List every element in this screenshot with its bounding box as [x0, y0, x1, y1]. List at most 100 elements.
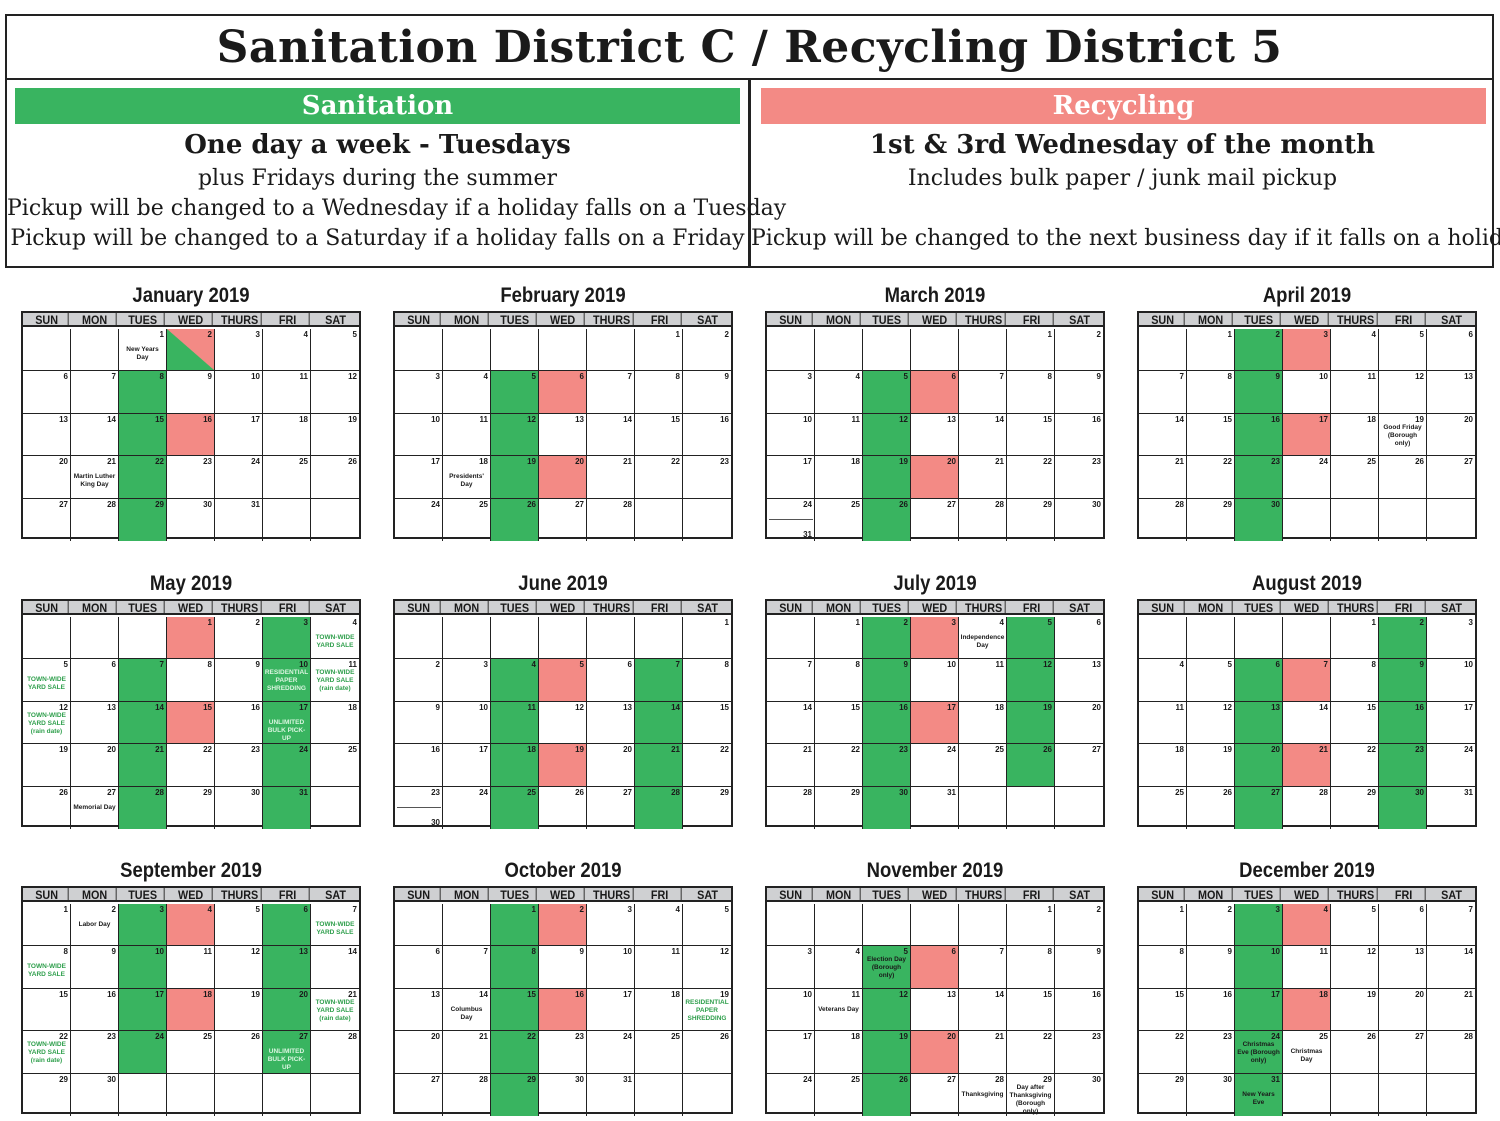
- day-cell: 18: [815, 1031, 863, 1074]
- weekday-header-row: SUN MON TUES WED THURS FRI SAT: [1139, 601, 1475, 615]
- day-number: 26: [251, 1032, 260, 1042]
- day-cell: 10: [119, 946, 167, 989]
- day-cell: 23: [215, 744, 263, 787]
- day-cell: 27: [1379, 1031, 1427, 1074]
- day-number: 5: [903, 372, 908, 382]
- day-number: 24: [1464, 745, 1473, 755]
- day-cell: 31: [215, 498, 263, 541]
- empty-day-cell: [1139, 329, 1187, 372]
- day-cell: 29 Day after Thanksgiving (Borough only): [1007, 1073, 1055, 1116]
- day-number: 12: [1223, 702, 1232, 712]
- day-cell: 2: [1235, 329, 1283, 372]
- day-number: 17: [1464, 702, 1473, 712]
- day-number: 3: [1323, 330, 1328, 339]
- day-cell: 13: [1427, 371, 1475, 414]
- day-cell: 23: [1055, 456, 1103, 499]
- day-note: TOWN-WIDE YARD SALE: [315, 634, 355, 649]
- empty-day-cell: [815, 904, 863, 947]
- weekday-label: TUES: [1238, 601, 1282, 615]
- day-number: 25: [851, 499, 860, 509]
- day-number: 14: [348, 947, 357, 957]
- day-number: 21: [995, 457, 1004, 467]
- day-number: 19: [348, 414, 357, 424]
- day-number: 18: [299, 414, 308, 424]
- weekday-label: FRI: [266, 313, 310, 327]
- day-cell: 25: [635, 1031, 683, 1074]
- day-note: Veterans Day: [818, 1005, 859, 1013]
- day-number: 10: [947, 660, 956, 670]
- day-number: 8: [1047, 947, 1052, 957]
- day-cell: 10: [443, 701, 491, 745]
- day-cell: 14: [71, 413, 119, 457]
- day-number: 28: [479, 1074, 488, 1084]
- day-cell: 2: [539, 904, 587, 947]
- day-number: 10: [431, 414, 440, 424]
- day-number: 2: [207, 330, 212, 339]
- day-cell: 30: [1187, 1073, 1235, 1116]
- weekday-label: SAT: [697, 313, 718, 327]
- day-cell: 13: [1235, 701, 1283, 745]
- day-note: TOWN-WIDE YARD SALE: [27, 963, 66, 979]
- day-cell: 22: [119, 456, 167, 499]
- day-cell: 7: [635, 659, 683, 702]
- day-cell: 4: [1139, 659, 1187, 702]
- day-number: 16: [575, 989, 584, 999]
- day-cell: 4 Independence Day: [959, 617, 1007, 660]
- empty-day-cell: [443, 617, 491, 660]
- day-number: 21: [1175, 457, 1184, 467]
- day-cell: 2 Labor Day: [71, 904, 119, 947]
- day-cell: 10: [587, 946, 635, 989]
- day-cell: 11: [1283, 946, 1331, 989]
- day-cell: 21: [587, 456, 635, 499]
- day-number: 28: [1319, 787, 1328, 797]
- day-number: 9: [579, 947, 584, 957]
- day-cell: 8: [1187, 371, 1235, 414]
- day-number: 9: [207, 372, 212, 382]
- day-cell: 27: [23, 498, 71, 541]
- day-note: Independence Day: [960, 634, 1005, 649]
- day-cell: 16: [1055, 989, 1103, 1032]
- day-number: 19: [899, 1032, 908, 1042]
- day-cell: 26: [311, 456, 359, 499]
- day-number: 9: [255, 660, 260, 670]
- day-number: 17: [251, 414, 260, 424]
- day-number: 30: [1092, 1074, 1101, 1084]
- weekday-label: FRI: [638, 313, 682, 327]
- day-cell: 14: [119, 701, 167, 745]
- day-cell: 15: [1139, 988, 1187, 1032]
- day-number: 2: [579, 905, 584, 914]
- day-number: 16: [251, 702, 260, 712]
- day-cell: 31: [587, 1073, 635, 1116]
- day-number: 21: [1319, 745, 1328, 755]
- day-cell: 4: [491, 659, 539, 702]
- day-number: 27: [1415, 1032, 1424, 1042]
- day-cell: 8: [815, 659, 863, 702]
- day-number: 6: [303, 905, 308, 914]
- day-number: 24: [1319, 457, 1328, 467]
- month-title: March 2019: [884, 284, 986, 307]
- day-cell: 1: [815, 617, 863, 660]
- weekday-label: TUES: [122, 601, 166, 615]
- day-cell: 2: [1055, 904, 1103, 947]
- weekday-label: MON: [818, 888, 861, 902]
- day-cell: 25: [443, 498, 491, 541]
- month-grid: SUN MON TUES WED THURS FRI SAT 1 2 3 4 TOWN-WIDE YA…: [21, 599, 361, 829]
- day-number: 23: [1092, 457, 1101, 467]
- weekday-label: MON: [446, 313, 489, 327]
- month-title: June 2019: [518, 572, 608, 595]
- day-number: 17: [803, 1032, 812, 1042]
- empty-day-cell: [491, 329, 539, 372]
- day-number: 31: [251, 499, 260, 509]
- day-number: 15: [671, 414, 680, 424]
- empty-day-cell: [1331, 498, 1379, 541]
- day-cell: 23: [167, 456, 215, 499]
- empty-day-cell: [1283, 617, 1331, 660]
- day-number: 25: [1175, 787, 1184, 797]
- day-cell: 12: [215, 946, 263, 989]
- day-number: 25: [479, 499, 488, 509]
- day-cell: 12: [1379, 371, 1427, 414]
- empty-day-cell: [71, 329, 119, 372]
- day-cell: 7: [1427, 904, 1475, 947]
- weekday-label: WED: [170, 313, 214, 327]
- day-number: 2: [111, 905, 116, 914]
